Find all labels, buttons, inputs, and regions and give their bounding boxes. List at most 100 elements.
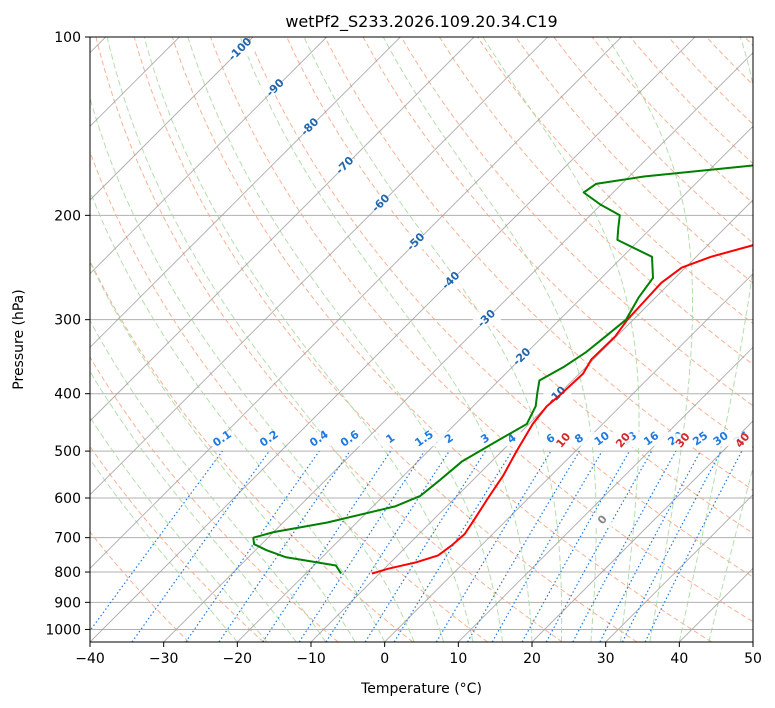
dry-adiabat-label-bg xyxy=(593,513,612,528)
mixing-ratio-line xyxy=(218,450,351,642)
moist-adiabat-line xyxy=(303,37,563,642)
x-tick-label: 10 xyxy=(449,651,467,667)
isotherm-line xyxy=(90,37,401,349)
moist-adiabat-line xyxy=(106,37,445,642)
x-tick-label: −20 xyxy=(223,651,253,667)
y-tick-label: 100 xyxy=(54,30,81,46)
mixing-ratio-line xyxy=(572,450,677,642)
dry-adiabat-line xyxy=(668,37,753,125)
isotherm-line xyxy=(90,37,622,570)
moist-adiabat-line xyxy=(90,370,297,642)
y-tick-label: 800 xyxy=(54,565,81,581)
dry-adiabat-line xyxy=(248,37,753,578)
dry-adiabat-line xyxy=(324,37,753,491)
isotherm-line xyxy=(90,37,254,201)
isotherm-line xyxy=(163,51,753,642)
mixing-ratio-lines xyxy=(90,450,743,642)
moist-adiabat-line xyxy=(90,260,356,642)
isotherm-label-bg xyxy=(261,81,290,96)
x-axis-label: Temperature (°C) xyxy=(360,681,482,697)
isotherm-label-bg xyxy=(296,120,325,135)
isotherm-line xyxy=(531,420,753,642)
mixing-ratio-line xyxy=(131,450,270,642)
isotherm-line xyxy=(678,567,753,642)
mixing-ratio-label-bg xyxy=(338,432,363,447)
sounding-profiles xyxy=(252,164,753,575)
x-tick-label: −10 xyxy=(296,651,326,667)
dry-adiabat-line xyxy=(400,37,753,407)
mixing-ratio-line xyxy=(325,450,450,642)
mixing-ratio-line xyxy=(90,450,223,632)
mixing-ratio-line xyxy=(545,450,653,642)
mixing-ratio-line xyxy=(185,450,320,642)
isotherm-line xyxy=(605,493,753,642)
skewed-isotherms xyxy=(90,37,753,642)
x-axis-ticks: −40 −30 −20 −10 0 10 20 30 40 50 xyxy=(75,642,762,667)
isotherm-line xyxy=(90,37,696,642)
dry-adiabats xyxy=(90,37,753,642)
y-axis-label: Pressure (hPa) xyxy=(11,289,27,389)
moist-adiabat-line xyxy=(678,37,753,642)
dry-adiabat-line xyxy=(90,150,488,642)
isotherm-label-bg xyxy=(331,158,360,173)
mixing-ratio-label: 0.4 xyxy=(307,428,331,450)
dewpoint-profile-line xyxy=(252,164,753,575)
y-tick-label: 700 xyxy=(54,531,81,547)
isopleth-labels: -100-90-80-70-60-50-40-30-20-100.1 0.2 0.4… xyxy=(210,37,753,528)
mixing-ratio-line xyxy=(298,450,425,642)
dry-adiabat-line xyxy=(133,37,638,642)
moist-adiabat-line xyxy=(90,416,268,642)
mixing-ratio-label: 0.2 xyxy=(257,428,280,450)
x-tick-label: 40 xyxy=(670,651,688,667)
y-axis-ticks: 100 200 300 400 500 600 700 800 900 1000 xyxy=(45,30,90,638)
mixing-ratio-label-bg xyxy=(590,432,615,447)
moist-adiabat-line xyxy=(482,37,640,642)
dry-adiabat-line xyxy=(90,356,339,642)
chart-title: wetPf2_S233.2026.109.20.34.C19 xyxy=(285,12,557,32)
x-tick-label: −30 xyxy=(149,651,179,667)
dry-adiabat-line xyxy=(362,37,753,449)
dry-adiabat-line xyxy=(438,37,753,366)
isotherm-label-bg xyxy=(437,273,466,288)
mixing-ratio-label-bg xyxy=(709,432,734,447)
dry-adiabat-line xyxy=(90,259,414,642)
y-tick-label: 1000 xyxy=(45,622,81,638)
moist-adiabat-line xyxy=(187,37,503,642)
dry-adiabat-label-bg xyxy=(554,433,573,448)
x-tick-label: 0 xyxy=(380,651,389,667)
dry-adiabat-line xyxy=(90,531,190,642)
mixing-ratio-line xyxy=(393,450,513,642)
isotherm-line xyxy=(384,272,753,642)
isotherm-label-bg xyxy=(472,311,501,326)
isotherm-line xyxy=(90,37,475,422)
mixing-ratio-label-bg xyxy=(437,432,462,447)
mixing-ratio-label-bg xyxy=(378,432,403,447)
isotherm-line xyxy=(236,125,753,642)
moist-adiabat-line xyxy=(143,37,474,642)
y-tick-label: 900 xyxy=(54,595,81,611)
dry-adiabat-line xyxy=(706,37,753,86)
mixing-ratio-line xyxy=(521,450,631,642)
moist-adiabat-line xyxy=(90,458,238,642)
mixing-ratio-label-bg xyxy=(257,432,282,447)
y-tick-label: 200 xyxy=(54,208,81,224)
x-tick-label: −40 xyxy=(75,651,105,667)
mixing-ratio-label-bg xyxy=(473,432,498,447)
y-tick-label: 500 xyxy=(54,444,81,460)
mixing-ratio-line xyxy=(466,450,580,642)
isotherm-label-bg xyxy=(508,350,537,365)
dry-adiabat-line xyxy=(515,37,753,284)
mixing-ratio-line xyxy=(262,450,392,642)
dry-adiabat-line xyxy=(171,37,712,642)
isotherm-label-bg xyxy=(226,42,255,57)
dry-adiabat-line xyxy=(744,37,753,47)
isotherm-line xyxy=(90,37,328,275)
mixing-ratio-label: 0.6 xyxy=(338,428,362,450)
isotherm-line xyxy=(90,37,549,496)
dry-adiabat-label-bg xyxy=(734,433,753,448)
x-tick-label: 30 xyxy=(597,651,615,667)
moist-adiabat-line xyxy=(239,37,533,642)
y-tick-label: 600 xyxy=(54,491,81,507)
moist-adiabat-line xyxy=(382,37,597,642)
